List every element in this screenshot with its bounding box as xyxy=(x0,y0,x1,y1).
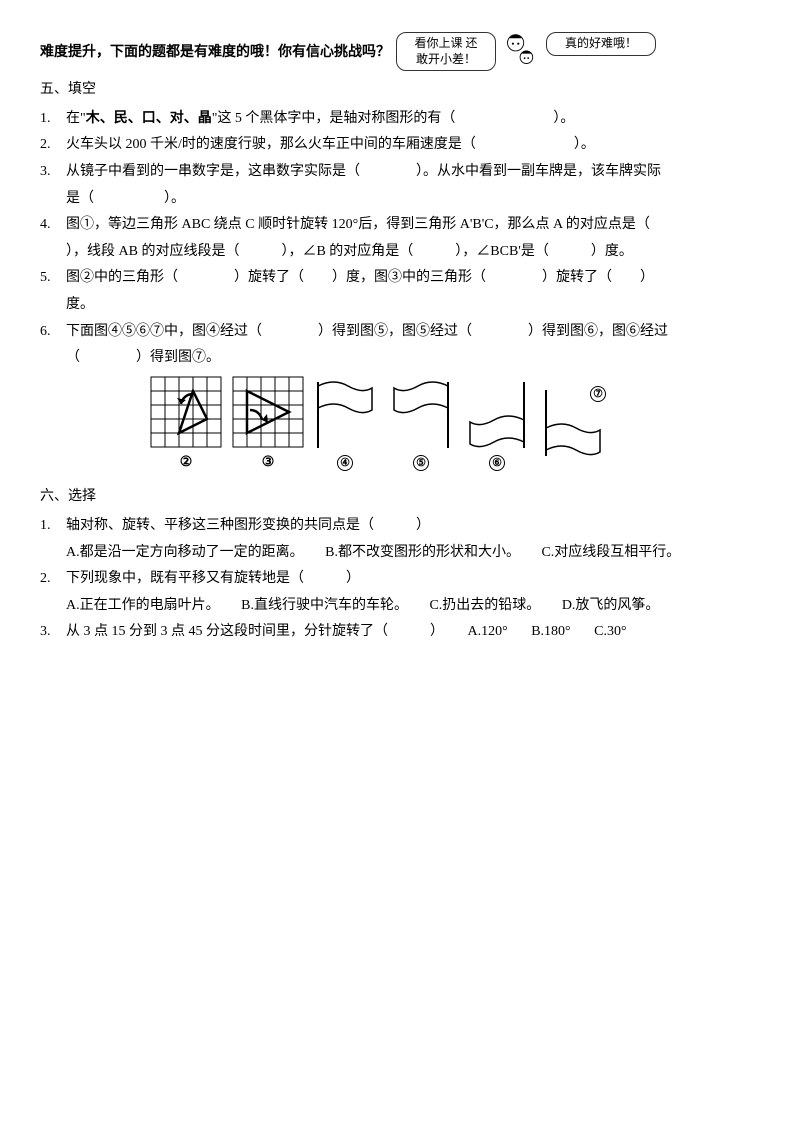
fill-questions: 1. 在"木、民、口、对、晶"这 5 个黑体字中，是轴对称图形的有（ ）。 2.… xyxy=(40,106,760,372)
challenge-title: 难度提升，下面的题都是有难度的哦！你有信心挑战吗？ xyxy=(40,40,390,67)
bubble-left: 看你上课 还 敢开小差！ xyxy=(396,32,496,71)
q-body: 火车头以 200 千米/时的速度行驶，那么火车正中间的车厢速度是（ ）。 xyxy=(66,132,760,159)
q-num: 4. xyxy=(40,212,66,239)
flag-7: ⑦ xyxy=(542,388,604,476)
line: 下面图④⑤⑥⑦中，图④经过（ ）得到图⑤，图⑤经过（ ）得到图⑥，图⑥经过 xyxy=(66,319,760,346)
line: 是（ ）。 xyxy=(66,186,760,213)
line: 从镜子中看到的一串数字是，这串数字实际是（ ）。从水中看到一副车牌是，该车牌实际 xyxy=(66,159,760,186)
bubble-left-line2: 敢开小差！ xyxy=(405,52,487,68)
flag-6: ⑥ xyxy=(466,380,528,477)
figure-3-label: ③ xyxy=(232,450,304,477)
opt-b: B.180° xyxy=(531,624,570,639)
choice-q1: 1. 轴对称、旋转、平移这三种图形变换的共同点是（ ） xyxy=(40,513,760,540)
flag-5: ⑤ xyxy=(390,380,452,477)
bold-chars: 木、民、口、对、晶 xyxy=(86,111,212,126)
stem: 轴对称、旋转、平移这三种图形变换的共同点是（ ） xyxy=(66,513,760,540)
line: 度。 xyxy=(66,292,760,319)
q-body: 轴对称、旋转、平移这三种图形变换的共同点是（ ） xyxy=(66,513,760,540)
choice-q3: 3. 从 3 点 15 分到 3 点 45 分这段时间里，分针旋转了（ ） A.… xyxy=(40,619,760,646)
choice-q2-wrap: 2. 下列现象中，既有平移又有旋转地是（ ） xyxy=(40,566,760,593)
opt-c: C.对应线段互相平行。 xyxy=(541,540,680,567)
q-body: 图②中的三角形（ ）旋转了（ ）度，图③中的三角形（ ）旋转了（ ） 度。 xyxy=(66,265,760,318)
q-body: 下列现象中，既有平移又有旋转地是（ ） xyxy=(66,566,760,593)
section-6-title: 六、选择 xyxy=(40,484,760,511)
flag-4-label: ④ xyxy=(337,455,353,471)
section-5-title: 五、填空 xyxy=(40,77,760,104)
line: ），线段 AB 的对应线段是（ ），∠B 的对应角是（ ），∠BCB'是（ ）度… xyxy=(66,239,760,266)
fill-q3: 3. 从镜子中看到的一串数字是，这串数字实际是（ ）。从水中看到一副车牌是，该车… xyxy=(40,159,760,212)
q-num: 3. xyxy=(40,159,66,186)
stem: 下列现象中，既有平移又有旋转地是（ ） xyxy=(66,566,760,593)
flag-5-label: ⑤ xyxy=(413,455,429,471)
q-num: 3. xyxy=(40,619,66,646)
q-num: 6. xyxy=(40,319,66,346)
opt-c: C.扔出去的铅球。 xyxy=(429,593,540,620)
q-num: 1. xyxy=(40,106,66,133)
speech-bubbles: 看你上课 还 敢开小差！ 真的好难哦！ xyxy=(396,32,656,71)
choice-q2: 2. 下列现象中，既有平移又有旋转地是（ ） xyxy=(40,566,760,593)
choice-q2-options: A.正在工作的电扇叶片。 B.直线行驶中汽车的车轮。 C.扔出去的铅球。 D.放… xyxy=(66,593,760,620)
fill-q5: 5. 图②中的三角形（ ）旋转了（ ）度，图③中的三角形（ ）旋转了（ ） 度。 xyxy=(40,265,760,318)
line: （ ）得到图⑦。 xyxy=(66,345,760,372)
opt-d: D.放飞的风筝。 xyxy=(562,593,660,620)
opt-b: B.直线行驶中汽车的车轮。 xyxy=(241,593,408,620)
text: "这 5 个黑体字中，是轴对称图形的有（ ）。 xyxy=(212,111,575,126)
fill-q2: 2. 火车头以 200 千米/时的速度行驶，那么火车正中间的车厢速度是（ ）。 xyxy=(40,132,760,159)
opt-a: A.正在工作的电扇叶片。 xyxy=(66,593,220,620)
choice-q3-wrap: 3. 从 3 点 15 分到 3 点 45 分这段时间里，分针旋转了（ ） A.… xyxy=(40,619,760,646)
opt-c: C.30° xyxy=(594,624,626,639)
q-num: 5. xyxy=(40,265,66,292)
figures-row: ② ③ ④ ⑤ xyxy=(150,376,760,477)
flag-6-label: ⑥ xyxy=(489,455,505,471)
bubble-right: 真的好难哦！ xyxy=(546,32,656,56)
flag-4: ④ xyxy=(314,380,376,477)
line: 图①，等边三角形 ABC 绕点 C 顺时针旋转 120°后，得到三角形 A'B'… xyxy=(66,212,760,239)
q-num: 1. xyxy=(40,513,66,540)
text: 在" xyxy=(66,111,86,126)
header-row: 难度提升，下面的题都是有难度的哦！你有信心挑战吗？ 看你上课 还 敢开小差！ 真… xyxy=(40,32,760,71)
opt-a: A.都是沿一定方向移动了一定的距离。 xyxy=(66,540,304,567)
fill-q4: 4. 图①，等边三角形 ABC 绕点 C 顺时针旋转 120°后，得到三角形 A… xyxy=(40,212,760,265)
flags-group: ④ ⑤ ⑥ ⑦ xyxy=(314,380,604,477)
cartoon-icon xyxy=(502,32,540,68)
figure-2: ② xyxy=(150,376,222,477)
q-num: 2. xyxy=(40,566,66,593)
bubble-left-line1: 看你上课 还 xyxy=(405,36,487,52)
q-body: 图①，等边三角形 ABC 绕点 C 顺时针旋转 120°后，得到三角形 A'B'… xyxy=(66,212,760,265)
choice-q3-options: A.120° B.180° C.30° xyxy=(448,624,627,639)
figure-2-label: ② xyxy=(150,450,222,477)
choice-questions: 1. 轴对称、旋转、平移这三种图形变换的共同点是（ ） xyxy=(40,513,760,540)
q-body: 在"木、民、口、对、晶"这 5 个黑体字中，是轴对称图形的有（ ）。 xyxy=(66,106,760,133)
stem: 从 3 点 15 分到 3 点 45 分这段时间里，分针旋转了（ ） xyxy=(66,624,444,639)
q-body: 从 3 点 15 分到 3 点 45 分这段时间里，分针旋转了（ ） A.120… xyxy=(66,619,760,646)
fill-q1: 1. 在"木、民、口、对、晶"这 5 个黑体字中，是轴对称图形的有（ ）。 xyxy=(40,106,760,133)
line: 图②中的三角形（ ）旋转了（ ）度，图③中的三角形（ ）旋转了（ ） xyxy=(66,265,760,292)
opt-a: A.120° xyxy=(468,624,508,639)
opt-b: B.都不改变图形的形状和大小。 xyxy=(325,540,520,567)
fill-q6: 6. 下面图④⑤⑥⑦中，图④经过（ ）得到图⑤，图⑤经过（ ）得到图⑥，图⑥经过… xyxy=(40,319,760,372)
q-body: 从镜子中看到的一串数字是，这串数字实际是（ ）。从水中看到一副车牌是，该车牌实际… xyxy=(66,159,760,212)
figure-3: ③ xyxy=(232,376,304,477)
q-num: 2. xyxy=(40,132,66,159)
choice-q1-options: A.都是沿一定方向移动了一定的距离。 B.都不改变图形的形状和大小。 C.对应线… xyxy=(66,540,760,567)
q-body: 下面图④⑤⑥⑦中，图④经过（ ）得到图⑤，图⑤经过（ ）得到图⑥，图⑥经过 （ … xyxy=(66,319,760,372)
